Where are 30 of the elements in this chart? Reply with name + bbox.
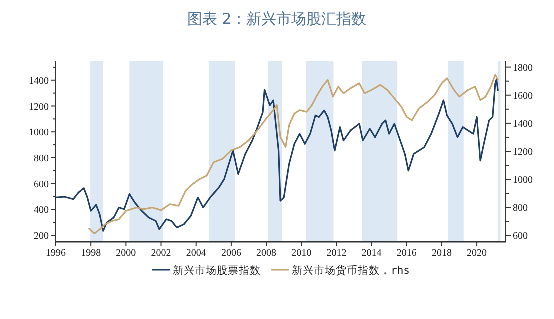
legend-label: 新兴市场股票指数 bbox=[173, 264, 262, 277]
chart-title: 图表 2：新兴市场股汇指数 bbox=[187, 10, 367, 28]
x-tick-label: 2018 bbox=[432, 248, 452, 259]
y-tick-label: 1200 bbox=[29, 102, 49, 113]
y-tick-label: 800 bbox=[34, 153, 49, 164]
y2-tick-label: 1600 bbox=[513, 90, 533, 102]
x-tick-label: 2000 bbox=[116, 248, 136, 259]
x-tick-label: 2014 bbox=[362, 248, 382, 259]
x-tick-label: 2008 bbox=[256, 248, 277, 259]
y2-tick-label: 1000 bbox=[513, 175, 533, 186]
y2-tick-label: 600 bbox=[513, 231, 528, 242]
y-tick-label: 1400 bbox=[29, 76, 49, 87]
y2-tick-label: 1200 bbox=[513, 147, 533, 158]
x-tick-label: 2016 bbox=[396, 248, 417, 259]
x-tick-label: 2010 bbox=[292, 248, 312, 259]
y2-tick-label: 1400 bbox=[513, 118, 533, 130]
x-tick-label: 2006 bbox=[221, 248, 242, 259]
x-tick-label: 2002 bbox=[151, 248, 172, 259]
y-tick-label: 200 bbox=[34, 231, 49, 242]
x-tick-label: 1996 bbox=[46, 248, 66, 259]
y-tick-label: 600 bbox=[34, 179, 49, 190]
y2-tick-label: 1800 bbox=[513, 62, 533, 74]
legend-label: 新兴市场货币指数，rhs bbox=[292, 264, 410, 277]
x-tick-label: 1998 bbox=[81, 248, 102, 259]
y-tick-label: 1000 bbox=[29, 128, 49, 139]
y-tick-label: 400 bbox=[34, 205, 49, 216]
x-tick-label: 2020 bbox=[467, 248, 488, 259]
x-tick-label: 2004 bbox=[186, 248, 206, 259]
y2-tick-label: 800 bbox=[513, 203, 528, 214]
x-tick-label: 2012 bbox=[326, 248, 347, 259]
